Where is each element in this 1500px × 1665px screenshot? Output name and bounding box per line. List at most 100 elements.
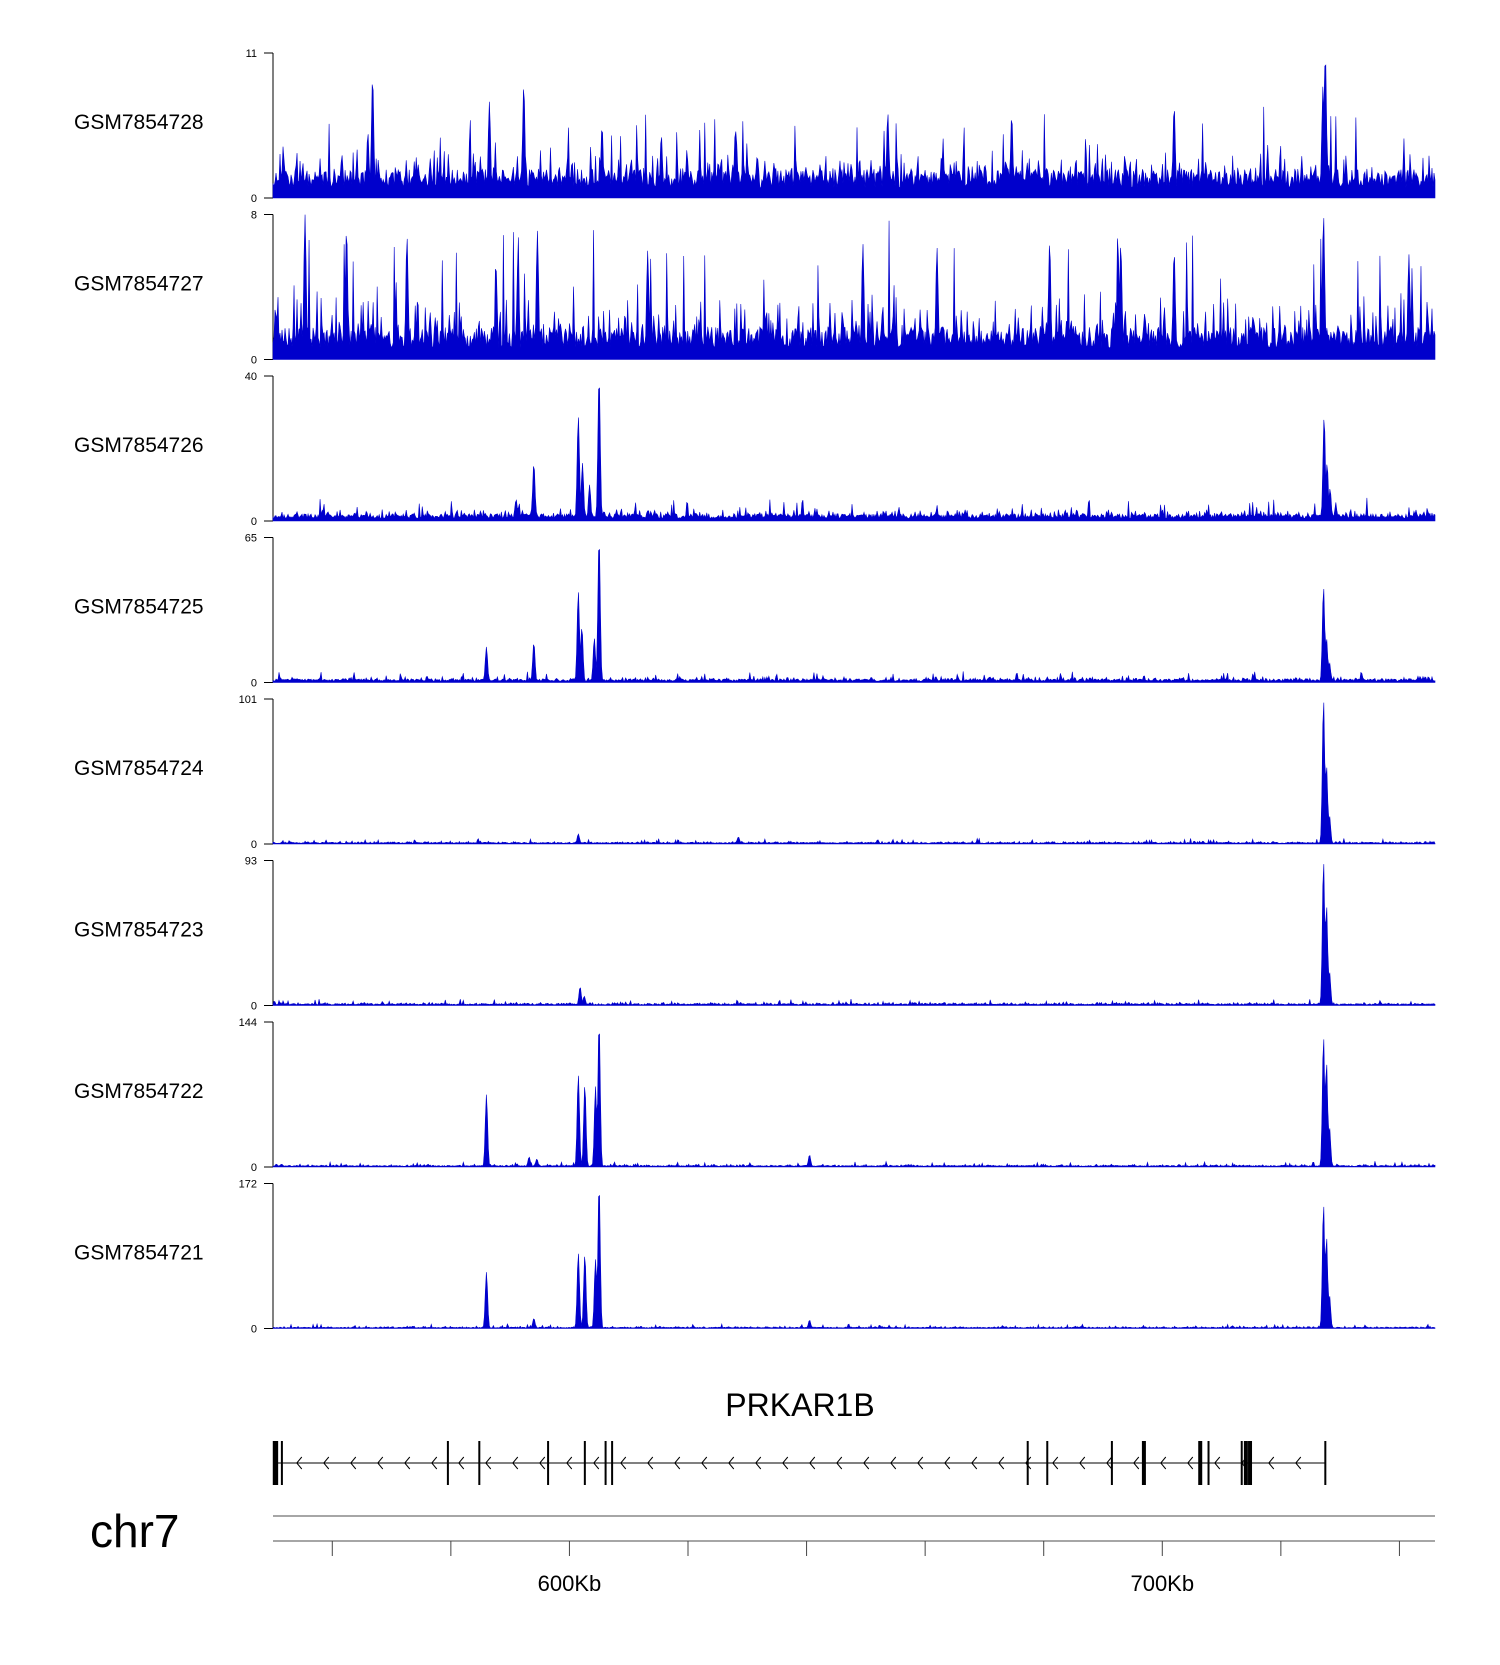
exon-mark — [478, 1441, 481, 1485]
y-max-label: 101 — [239, 694, 257, 706]
strand-chevron — [863, 1456, 870, 1470]
y-min-label: 0 — [251, 1324, 257, 1336]
y-min-label: 0 — [251, 678, 257, 690]
strand-chevron — [377, 1456, 384, 1470]
strand-chevron — [458, 1456, 465, 1470]
strand-chevron — [620, 1456, 627, 1470]
exon-mark — [1198, 1441, 1203, 1485]
track-label: GSM7854723 — [74, 919, 204, 942]
genomic-axis: chr7 600Kb 700Kb — [90, 1505, 1435, 1596]
strand-chevron — [1133, 1456, 1140, 1470]
strand-chevron — [350, 1456, 357, 1470]
exon-mark — [547, 1441, 550, 1485]
track-label: GSM7854721 — [74, 1242, 204, 1265]
track-GSM7854728: GSM7854728 11 0 — [74, 48, 1436, 205]
track-label: GSM7854726 — [74, 434, 204, 457]
strand-chevron — [890, 1456, 897, 1470]
track-label: GSM7854725 — [74, 596, 204, 619]
strand-chevron — [1160, 1456, 1167, 1470]
y-min-label: 0 — [251, 193, 257, 205]
strand-chevron — [1268, 1456, 1275, 1470]
track-GSM7854725: GSM7854725 65 0 — [74, 533, 1436, 690]
strand-chevron — [566, 1456, 573, 1470]
strand-chevron — [485, 1456, 492, 1470]
exon-mark — [272, 1441, 277, 1485]
coverage-area — [272, 548, 1436, 683]
strand-chevron — [647, 1456, 654, 1470]
track-GSM7854726: GSM7854726 40 0 — [74, 371, 1436, 528]
strand-chevron — [836, 1456, 843, 1470]
x-tick-label: 700Kb — [1130, 1571, 1194, 1596]
exon-mark — [1248, 1441, 1253, 1485]
exon-mark — [604, 1441, 607, 1485]
exon-mark — [1110, 1441, 1113, 1485]
strand-chevron — [323, 1456, 330, 1470]
strand-chevron — [1025, 1456, 1032, 1470]
y-min-label: 0 — [251, 1001, 257, 1013]
exon-mark — [1240, 1441, 1243, 1485]
exon-mark — [1324, 1441, 1327, 1485]
coverage-area — [272, 64, 1436, 199]
y-min-label: 0 — [251, 355, 257, 367]
exon-mark — [1026, 1441, 1029, 1485]
y-max-label: 40 — [245, 371, 257, 383]
y-max-label: 11 — [246, 48, 257, 60]
exon-mark — [1207, 1441, 1210, 1485]
strand-chevron — [674, 1456, 681, 1470]
y-max-label: 93 — [245, 856, 257, 868]
track-GSM7854722: GSM7854722 144 0 — [74, 1017, 1436, 1174]
track-GSM7854727: GSM7854727 8 0 — [74, 210, 1436, 367]
y-min-label: 0 — [251, 839, 257, 851]
exon-mark — [583, 1441, 586, 1485]
strand-chevron — [1295, 1456, 1302, 1470]
strand-chevron — [782, 1456, 789, 1470]
track-GSM7854723: GSM7854723 93 0 — [74, 856, 1436, 1013]
coverage-area — [272, 1194, 1436, 1329]
strand-chevron — [1052, 1456, 1059, 1470]
coverage-area — [272, 1033, 1436, 1168]
y-max-label: 144 — [239, 1017, 257, 1029]
strand-chevron — [971, 1456, 978, 1470]
gene-annotation: PRKAR1B — [272, 1387, 1327, 1485]
strand-chevron — [944, 1456, 951, 1470]
tracks-layer: GSM7854728110GSM785472780GSM7854726400GS… — [74, 48, 1436, 1336]
track-label: GSM7854727 — [74, 273, 204, 296]
track-label: GSM7854728 — [74, 111, 204, 134]
coverage-area — [272, 702, 1436, 845]
gene-name-label: PRKAR1B — [725, 1387, 874, 1423]
exon-mark — [276, 1441, 279, 1485]
strand-chevron — [512, 1456, 519, 1470]
y-max-label: 8 — [251, 210, 257, 222]
strand-chevron — [1214, 1456, 1221, 1470]
track-GSM7854721: GSM7854721 172 0 — [74, 1179, 1436, 1336]
track-label: GSM7854722 — [74, 1080, 204, 1103]
strand-chevron — [998, 1456, 1005, 1470]
x-tick-label: 600Kb — [538, 1571, 602, 1596]
exon-mark — [446, 1441, 449, 1485]
strand-chevron — [539, 1456, 546, 1470]
exon-mark — [1046, 1441, 1049, 1485]
strand-chevron — [755, 1456, 762, 1470]
y-min-label: 0 — [251, 1162, 257, 1174]
strand-chevron — [701, 1456, 708, 1470]
y-max-label: 65 — [245, 533, 257, 545]
coverage-area — [272, 214, 1436, 360]
chromosome-label: chr7 — [90, 1505, 179, 1557]
strand-chevron — [296, 1456, 303, 1470]
exon-mark — [611, 1441, 614, 1485]
exon-mark — [1141, 1441, 1146, 1485]
y-max-label: 172 — [239, 1179, 257, 1191]
strand-chevron — [404, 1456, 411, 1470]
strand-chevron — [431, 1456, 438, 1470]
strand-chevron — [1106, 1456, 1113, 1470]
exon-mark — [280, 1441, 283, 1485]
strand-chevron — [593, 1456, 600, 1470]
strand-chevron — [917, 1456, 924, 1470]
exon-mark — [1243, 1441, 1248, 1485]
coverage-area — [272, 864, 1436, 1006]
coverage-area — [272, 387, 1436, 522]
strand-chevron — [809, 1456, 816, 1470]
track-GSM7854724: GSM7854724 101 0 — [74, 694, 1436, 851]
strand-chevron — [728, 1456, 735, 1470]
